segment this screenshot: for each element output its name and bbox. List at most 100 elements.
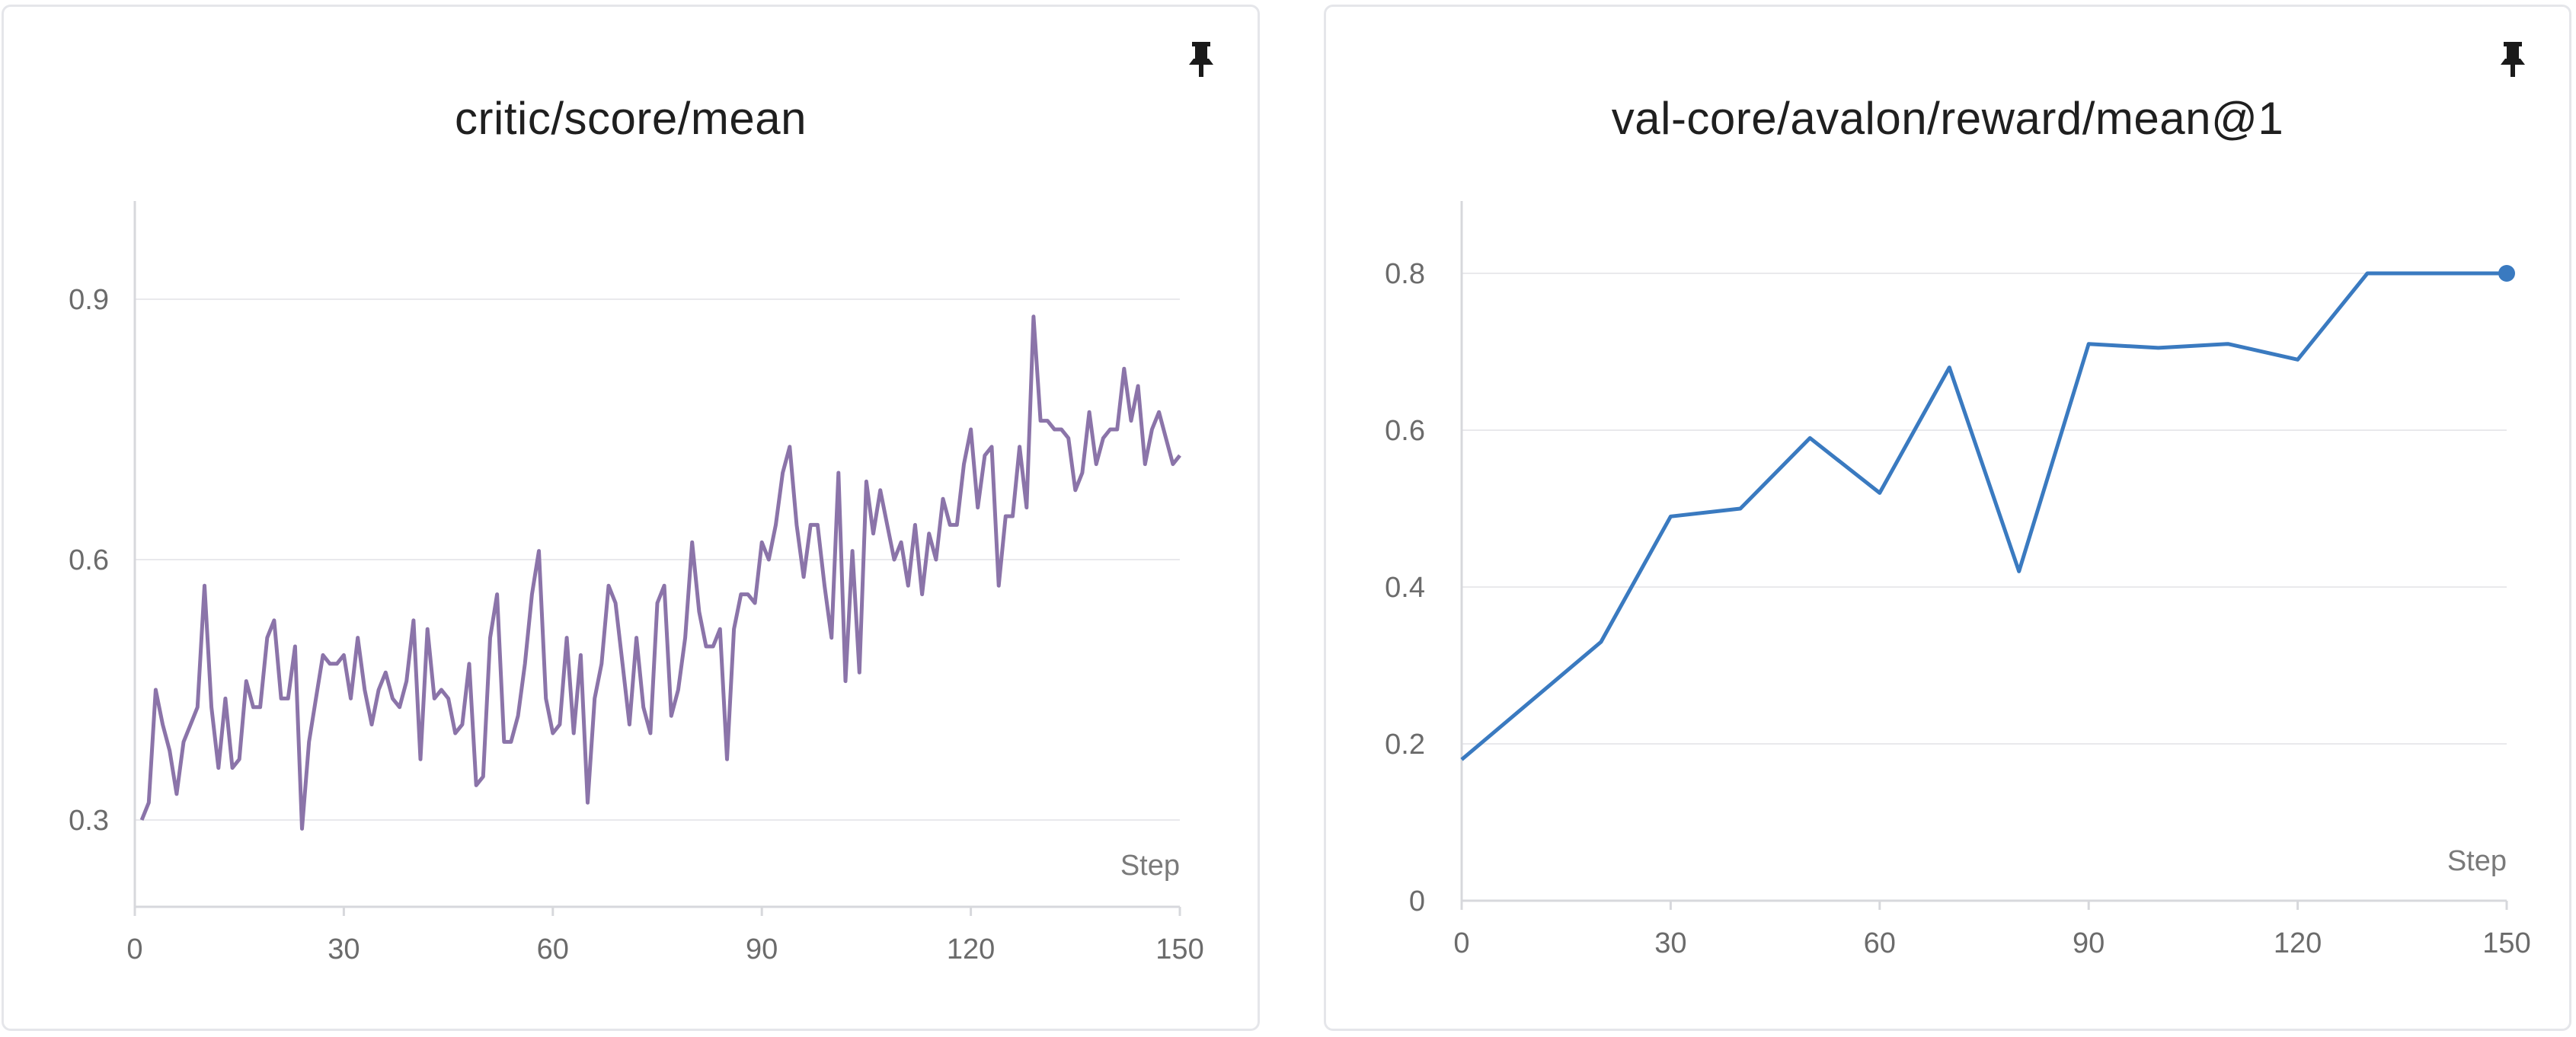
data-point (628, 723, 631, 726)
data-point (385, 672, 387, 674)
data-point (197, 706, 199, 708)
data-point (1123, 368, 1125, 370)
data-point (315, 697, 317, 700)
data-point (1081, 472, 1083, 474)
data-point (907, 585, 909, 587)
y-tick-label: 0.9 (69, 284, 109, 316)
data-point (642, 706, 644, 708)
x-tick-label: 90 (746, 933, 778, 965)
data-point (2367, 273, 2369, 275)
data-point (517, 715, 519, 717)
data-point (294, 646, 296, 648)
x-tick-label: 30 (328, 933, 360, 965)
data-point (2157, 346, 2159, 349)
x-tick-label: 60 (537, 933, 569, 965)
x-tick-label: 60 (1864, 927, 1896, 959)
data-point (622, 662, 624, 665)
data-point (677, 689, 679, 691)
data-point (698, 611, 700, 613)
data-point (398, 706, 401, 708)
data-point (754, 602, 756, 605)
data-point (1012, 515, 1014, 518)
data-point (141, 819, 143, 822)
last-point-marker (2498, 265, 2515, 282)
data-point (1530, 700, 1532, 702)
data-point (788, 445, 791, 448)
data-point (1144, 463, 1146, 465)
data-point (461, 723, 463, 726)
data-point (1461, 758, 1463, 761)
data-point (538, 550, 540, 552)
data-point (615, 602, 617, 605)
data-point (830, 637, 833, 639)
data-point (1739, 508, 1741, 510)
data-point (405, 680, 407, 682)
data-point (1179, 455, 1181, 457)
data-point (308, 741, 310, 743)
data-point (371, 723, 373, 726)
data-point (608, 585, 610, 587)
data-point (817, 524, 819, 526)
critic-score-line-chart: 0.3 0.6 0.9 0 30 60 90 120 150 Step (69, 201, 1204, 965)
data-point (1025, 506, 1028, 509)
data-point (558, 723, 561, 726)
data-point (1165, 437, 1167, 439)
x-axis-label: Step (2447, 845, 2507, 877)
chart-panel-critic-score: critic/score/mean 0.3 0.6 0.9 0 30 60 90 120 150… (2, 5, 1260, 1031)
data-point (733, 628, 735, 630)
data-point (217, 767, 219, 769)
data-point (586, 802, 589, 804)
data-point (726, 758, 728, 761)
data-point (2088, 343, 2090, 345)
data-point (1809, 437, 1811, 439)
y-tick-label: 0.8 (1385, 258, 1425, 290)
data-point (956, 524, 958, 526)
data-point (949, 524, 951, 526)
data-point (545, 697, 547, 700)
data-point (183, 741, 185, 743)
data-point (837, 472, 839, 474)
data-point (872, 532, 874, 534)
data-point (287, 697, 289, 700)
pin-icon[interactable] (2496, 40, 2530, 78)
data-point (712, 646, 714, 648)
data-point (510, 741, 512, 743)
y-tick-label: 0.3 (69, 805, 109, 837)
data-point (475, 784, 478, 787)
data-point (768, 559, 770, 561)
x-tick-label: 150 (2482, 927, 2530, 959)
val-reward-line-chart: 0 0.2 0.4 0.6 0.8 0 30 60 90 120 150 Step (1385, 201, 2531, 959)
data-point (1137, 385, 1139, 388)
data-point (886, 524, 888, 526)
chart-title: val-core/avalon/reward/mean@1 (1611, 93, 2284, 144)
data-point (2227, 343, 2229, 345)
pin-icon[interactable] (1184, 40, 1218, 78)
data-point (566, 637, 568, 639)
x-axis-label: Step (1120, 850, 1180, 882)
data-point (1067, 437, 1069, 439)
data-point (175, 793, 177, 795)
data-point (392, 697, 394, 700)
data-point (412, 619, 414, 621)
data-point (657, 602, 659, 605)
data-point (580, 654, 582, 656)
data-point (232, 767, 234, 769)
data-point (238, 758, 241, 761)
data-point (259, 706, 261, 708)
data-point (1040, 420, 1042, 422)
data-point (879, 489, 881, 491)
x-tick-label: 30 (1654, 927, 1686, 959)
data-point (795, 524, 797, 526)
series-line (1460, 271, 2507, 761)
data-point (350, 697, 352, 700)
chart-panel-val-reward: val-core/avalon/reward/mean@1 0 0.2 0.4 0.6… (1324, 5, 2571, 1031)
data-point (914, 524, 916, 526)
data-point (1171, 463, 1174, 465)
data-point (600, 662, 602, 665)
data-point (210, 706, 213, 708)
x-tick-label: 90 (2073, 927, 2105, 959)
data-point (1130, 420, 1133, 422)
data-point (489, 637, 491, 639)
data-point (991, 445, 993, 448)
data-point (1670, 515, 1672, 518)
